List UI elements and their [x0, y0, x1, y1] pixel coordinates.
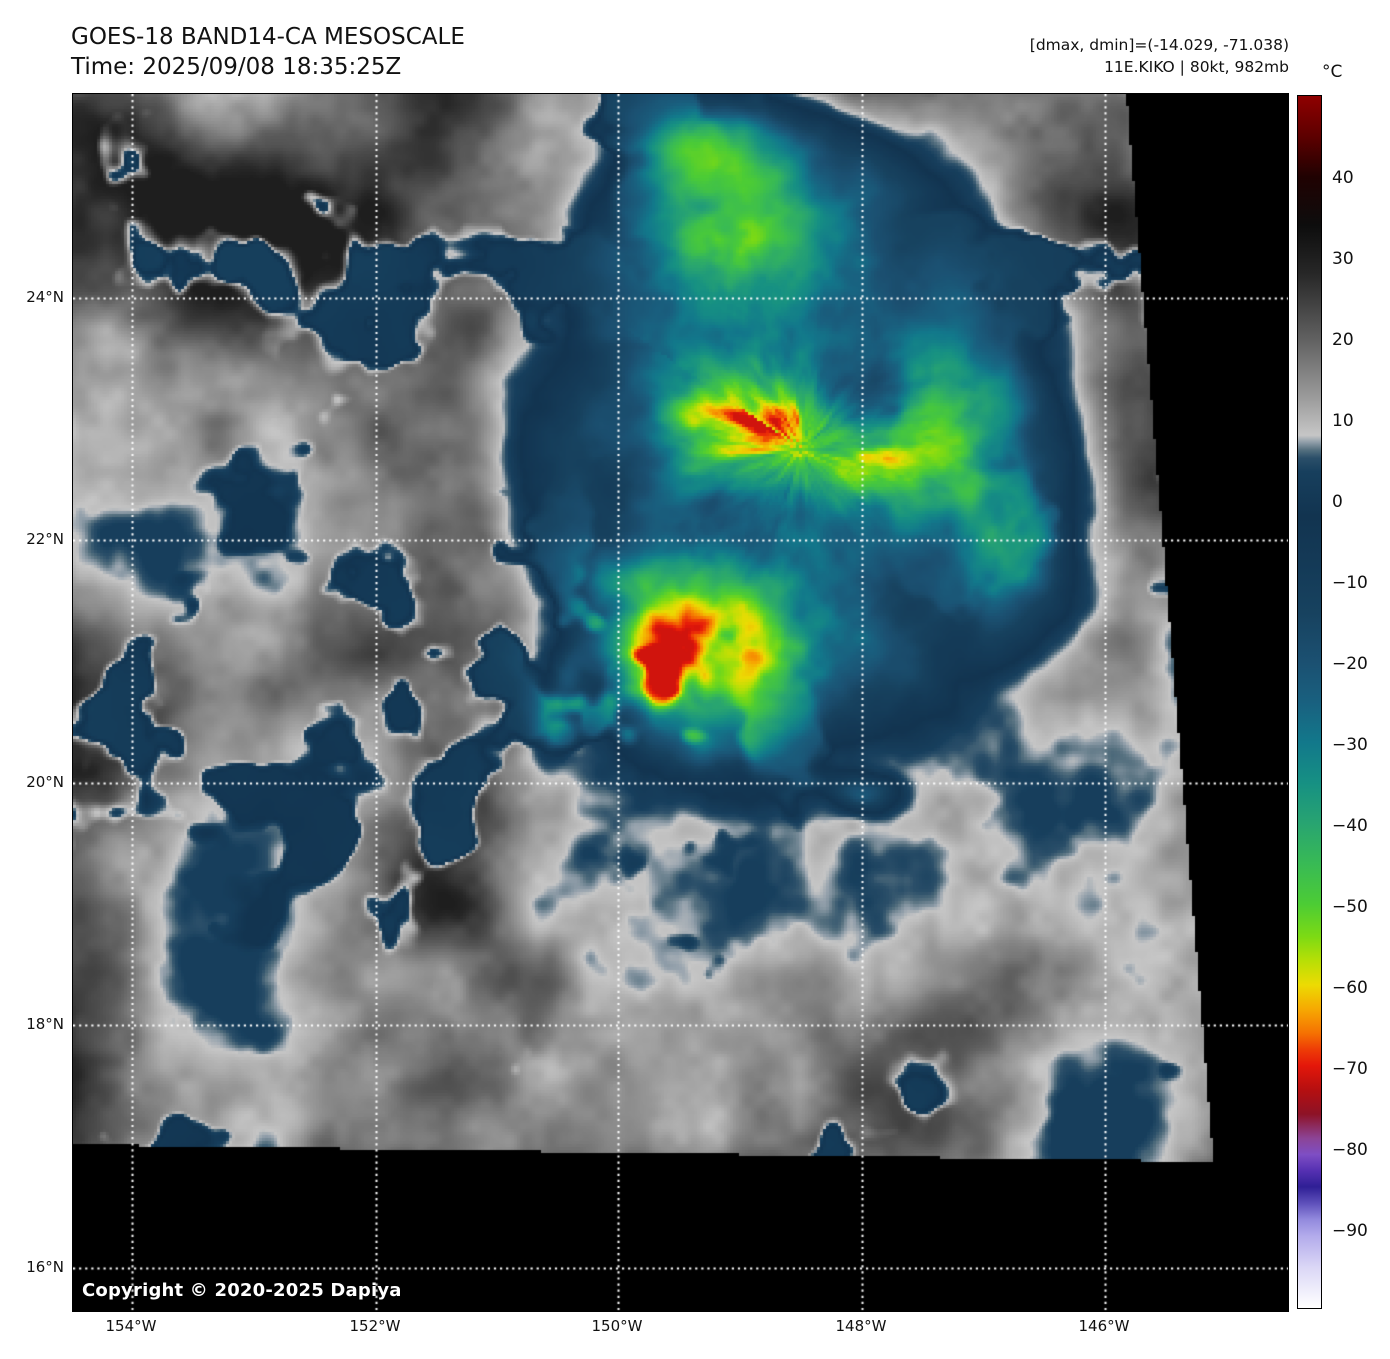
colorbar-tick-label: −90	[1332, 1220, 1368, 1242]
colorbar-tick-label: 20	[1332, 329, 1354, 351]
colorbar-tick-label: 0	[1332, 491, 1343, 513]
colorbar-tick-label: −60	[1332, 977, 1368, 999]
storm-info-label: 11E.KIKO | 80kt, 982mb	[1030, 57, 1289, 79]
lon-tick-label: 148°W	[816, 1316, 906, 1336]
colorbar-tick-label: 40	[1332, 167, 1354, 189]
dmax-dmin-label: [dmax, dmin]=(-14.029, -71.038)	[1030, 35, 1289, 57]
colorbar-tick-label: −80	[1332, 1139, 1368, 1161]
timestamp-label: Time: 2025/09/08 18:35:25Z	[71, 52, 465, 82]
lat-tick-label: 16°N	[0, 1256, 64, 1278]
map-plot: Copyright © 2020-2025 Dapiya	[72, 93, 1289, 1312]
colorbar-tick-label: −30	[1332, 734, 1368, 756]
copyright-label: Copyright © 2020-2025 Dapiya	[82, 1280, 402, 1301]
colorbar-tick-label: 30	[1332, 248, 1354, 270]
colorbar-gradient	[1298, 96, 1321, 1308]
colorbar	[1297, 95, 1322, 1309]
goes-satellite-viewer: GOES-18 BAND14-CA MESOSCALE Time: 2025/0…	[0, 0, 1390, 1359]
lon-tick-label: 152°W	[330, 1316, 420, 1336]
lat-tick-label: 24°N	[0, 286, 64, 308]
lon-tick-label: 154°W	[86, 1316, 176, 1336]
title-block: GOES-18 BAND14-CA MESOSCALE Time: 2025/0…	[71, 22, 465, 82]
colorbar-tick-label: −40	[1332, 815, 1368, 837]
satellite-image-canvas	[73, 94, 1288, 1311]
colorbar-tick-label: 10	[1332, 410, 1354, 432]
lon-tick-label: 146°W	[1059, 1316, 1149, 1336]
colorbar-unit-label: °C	[1322, 62, 1342, 82]
info-block: [dmax, dmin]=(-14.029, -71.038) 11E.KIKO…	[1030, 35, 1289, 78]
lat-tick-label: 22°N	[0, 528, 64, 550]
colorbar-tick-label: −70	[1332, 1058, 1368, 1080]
colorbar-tick-label: −10	[1332, 572, 1368, 594]
lon-tick-label: 150°W	[572, 1316, 662, 1336]
colorbar-tick-label: −50	[1332, 896, 1368, 918]
page-title: GOES-18 BAND14-CA MESOSCALE	[71, 22, 465, 52]
lat-tick-label: 18°N	[0, 1013, 64, 1035]
lat-tick-label: 20°N	[0, 771, 64, 793]
colorbar-tick-label: −20	[1332, 653, 1368, 675]
